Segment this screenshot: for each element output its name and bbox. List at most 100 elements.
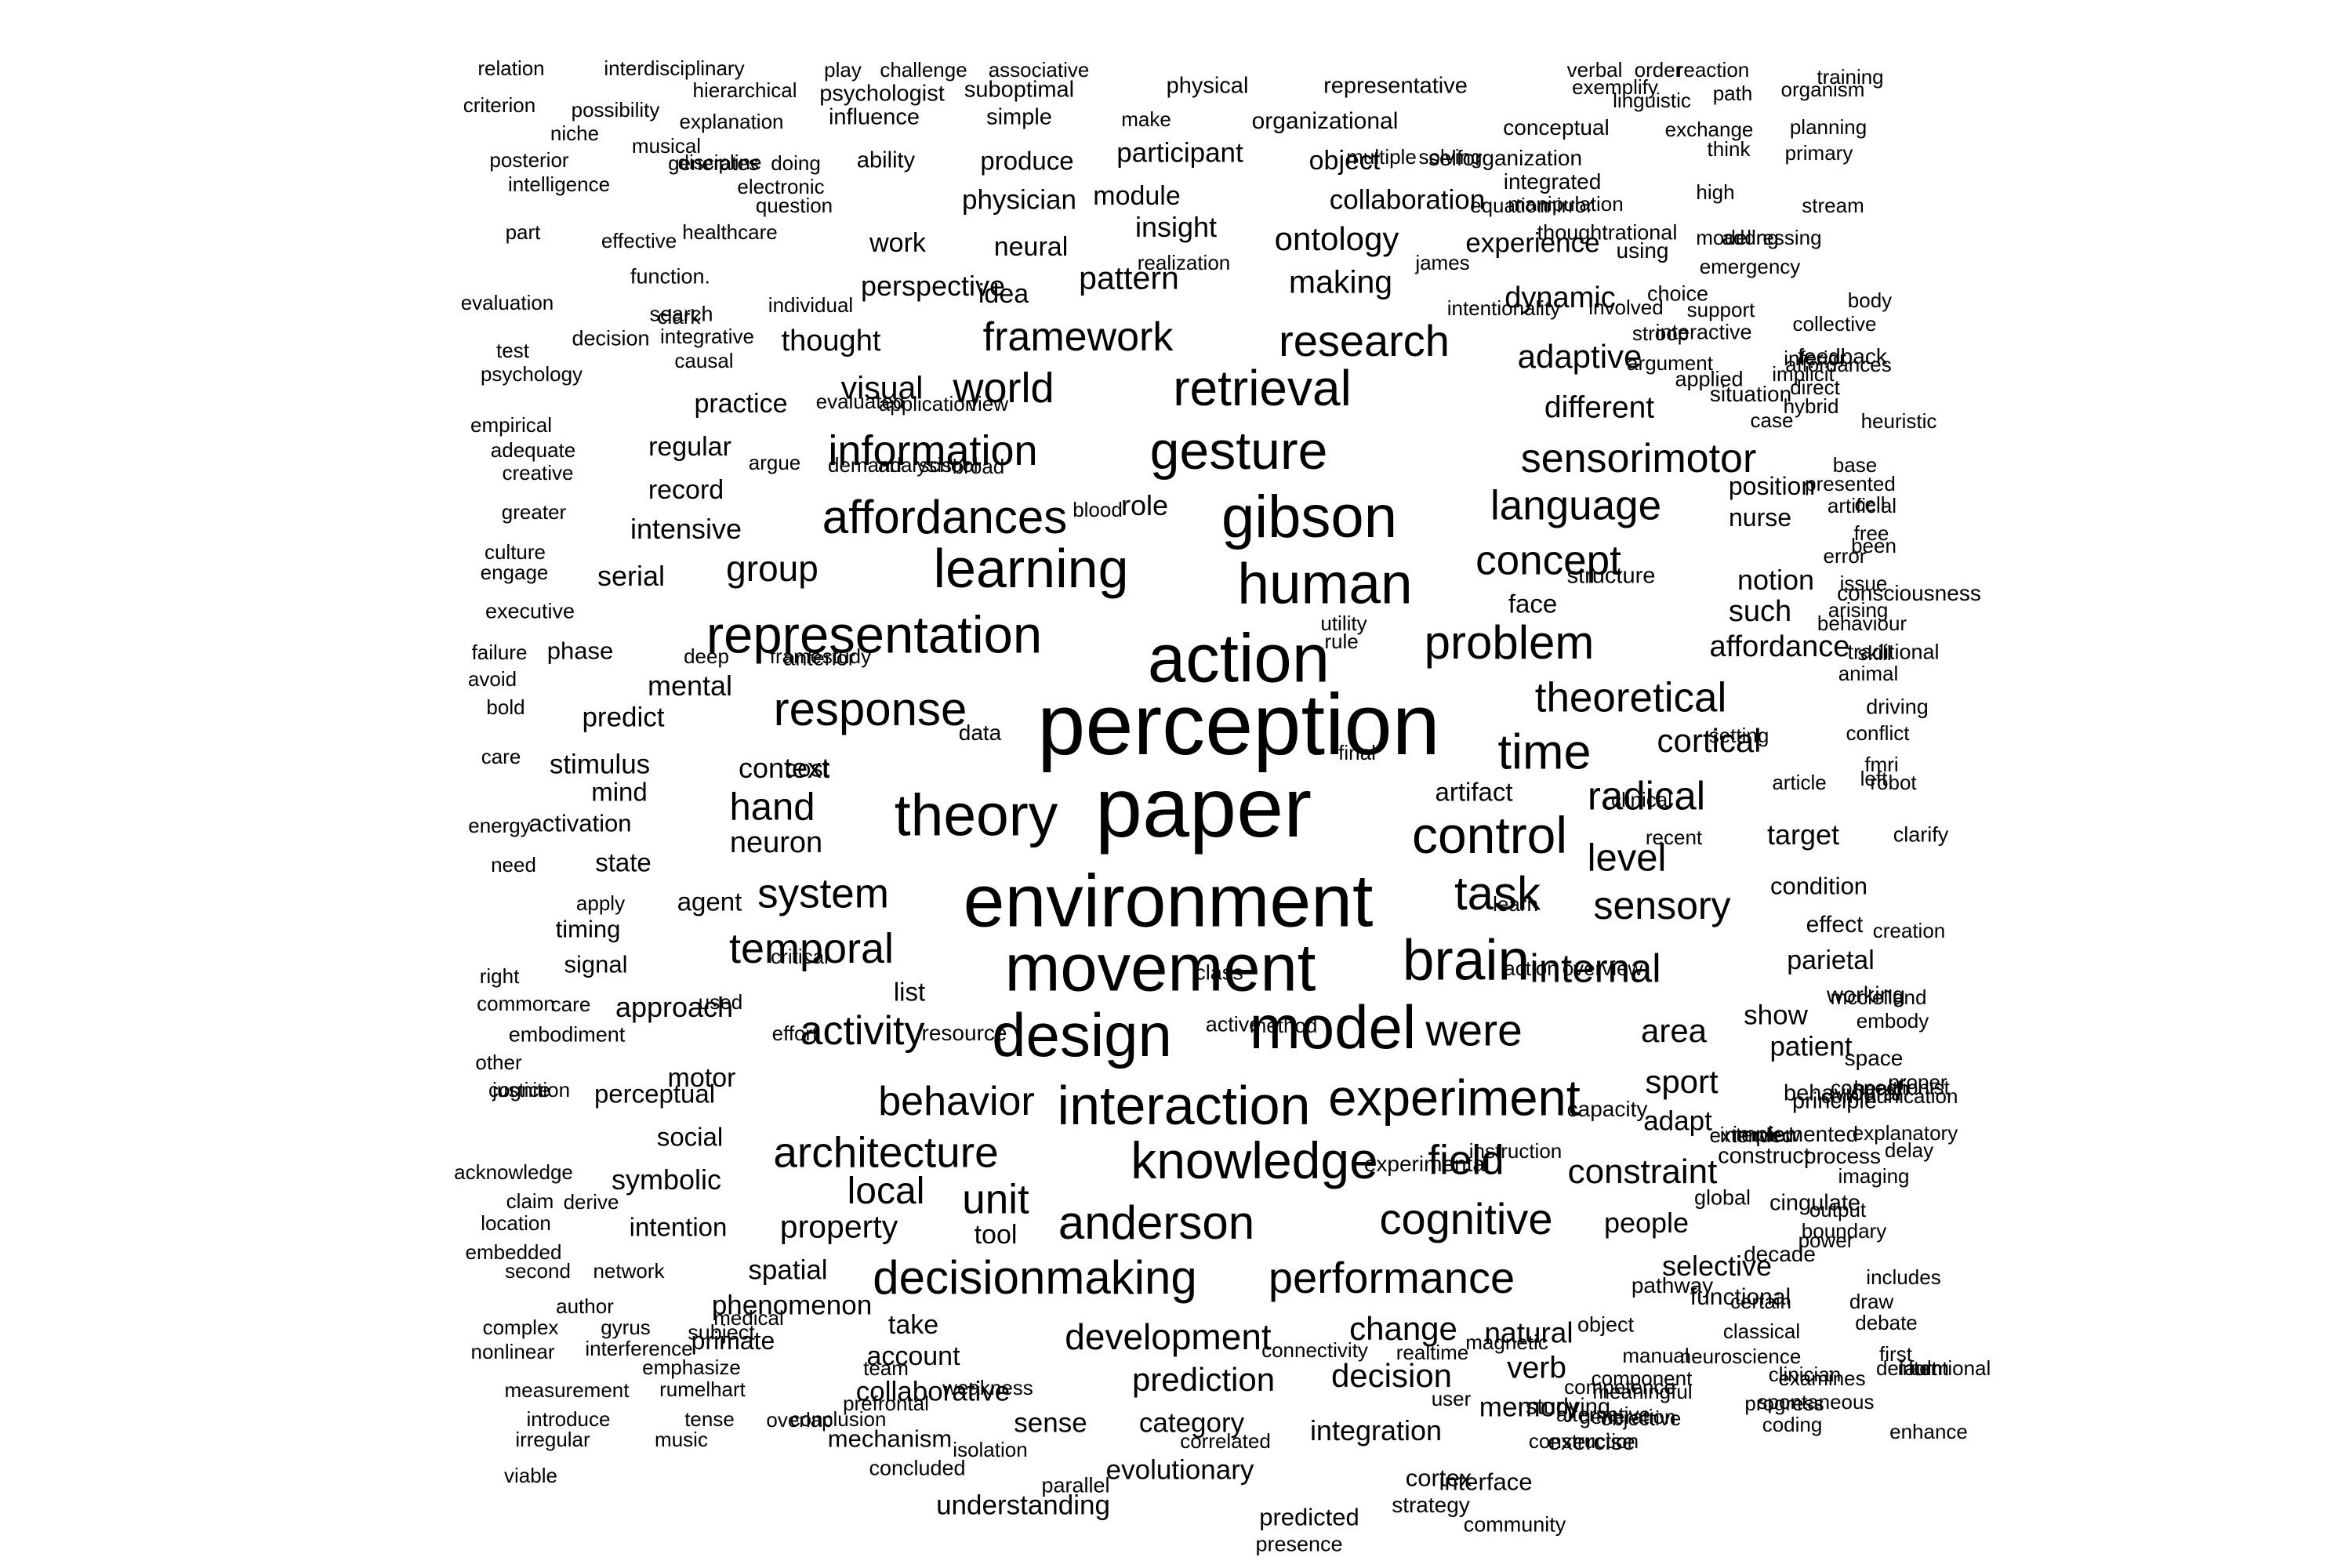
word-location: location — [481, 1211, 551, 1235]
word-experience: experience — [1465, 227, 1600, 259]
word-position: position — [1728, 472, 1816, 500]
word-theory: theory — [894, 782, 1058, 848]
word-cost: cost — [785, 754, 830, 782]
word-pathway: pathway — [1631, 1273, 1714, 1298]
word-clarify: clarify — [1893, 822, 1949, 847]
word-multiple: multiple — [1346, 145, 1417, 169]
word-need: need — [491, 853, 536, 877]
word-paper: paper — [1094, 760, 1312, 855]
word-cingulate: cingulate — [1769, 1190, 1861, 1216]
word-implicit: implicit — [1772, 362, 1835, 386]
word-care: care — [550, 993, 591, 1016]
word-progress: progress — [1744, 1392, 1824, 1415]
word-collective: collective — [1792, 312, 1877, 336]
word-introduce: introduce — [526, 1407, 611, 1431]
word-argument: argument — [1627, 351, 1713, 375]
word-conflict: conflict — [1846, 721, 1910, 745]
word-mind: mind — [591, 777, 648, 807]
word-regular: regular — [648, 432, 731, 462]
word-network: network — [593, 1259, 665, 1283]
word-selforganization: selforganization — [1428, 146, 1583, 170]
word-embody: embody — [1856, 1009, 1929, 1033]
word-show: show — [1744, 1000, 1808, 1031]
word-radical: radical — [1587, 773, 1706, 818]
word-planning: planning — [1789, 115, 1867, 139]
word-posterior: posterior — [489, 148, 569, 172]
word-tool: tool — [974, 1220, 1018, 1250]
word-data: data — [958, 720, 1002, 745]
word-think: think — [1707, 137, 1751, 161]
word-change: change — [1349, 1310, 1457, 1347]
word-generates: generates — [668, 151, 759, 175]
word-active: active — [1205, 1012, 1261, 1036]
word-intentional: intentional — [1897, 1356, 1991, 1380]
word-first: first — [1879, 1342, 1912, 1366]
word-physical: physical — [1166, 73, 1249, 99]
word-primary: primary — [1784, 141, 1853, 165]
word-studying: studying — [1525, 1394, 1611, 1420]
word-application: application — [878, 392, 977, 416]
word-competence: competence — [1564, 1375, 1675, 1399]
word-setting: setting — [1708, 724, 1769, 747]
word-gyrus: gyrus — [601, 1316, 651, 1339]
word-involved: involved — [1588, 296, 1664, 319]
word-memory: memory — [1479, 1392, 1579, 1423]
word-behaviour: behaviour — [1817, 612, 1907, 635]
word-psychologist: psychologist — [819, 81, 945, 107]
word-language: language — [1490, 482, 1662, 529]
word-predicted: predicted — [1259, 1503, 1359, 1531]
word-overview: overview — [1562, 956, 1643, 980]
word-property: property — [779, 1208, 898, 1245]
word-part: part — [505, 220, 541, 244]
word-affordance: affordance — [1709, 630, 1850, 663]
word-timing: timing — [555, 915, 621, 943]
word-collaboration: collaboration — [1329, 184, 1486, 216]
word-local: local — [847, 1171, 925, 1212]
word-class: class — [1195, 960, 1243, 985]
word-choice: choice — [1646, 281, 1709, 306]
word-creation: creation — [1872, 919, 1946, 942]
word-community: community — [1463, 1512, 1566, 1537]
word-verb: verb — [1507, 1351, 1566, 1385]
word-been: been — [1851, 534, 1896, 557]
word-social: social — [656, 1122, 724, 1152]
word-niche: niche — [550, 122, 600, 145]
word-avoid: avoid — [467, 667, 517, 691]
word-exemplify: exemplify — [1572, 75, 1658, 99]
word-extended: extended — [1709, 1123, 1794, 1147]
word-constraint: constraint — [1567, 1152, 1718, 1191]
word-instruction: instruction — [1468, 1139, 1563, 1163]
word-development: development — [1065, 1316, 1272, 1357]
word-natural: natural — [1484, 1316, 1573, 1349]
word-apply: apply — [575, 891, 626, 915]
word-high: high — [1696, 180, 1735, 204]
word-argue: argue — [748, 451, 801, 474]
word-broad: broad — [952, 455, 1005, 478]
word-solving: solving — [1418, 145, 1483, 169]
word-visual: visual — [840, 369, 924, 406]
word-interdisciplinary: interdisciplinary — [604, 56, 745, 80]
word-intention: intention — [629, 1212, 728, 1242]
word-parallel: parallel — [1041, 1473, 1110, 1497]
word-artifact: artifact — [1435, 777, 1513, 807]
word-alternative: alternative — [1556, 1403, 1650, 1426]
word-phase: phase — [546, 637, 614, 665]
word-dynamic: dynamic — [1504, 281, 1616, 314]
word-rumelhart: rumelhart — [659, 1377, 746, 1401]
word-construction: construction — [1528, 1429, 1639, 1453]
word-issue: issue — [1839, 572, 1888, 595]
word-examines: examines — [1778, 1367, 1866, 1390]
word-predict: predict — [582, 702, 665, 733]
word-challenge: challenge — [880, 58, 967, 82]
word-intensive: intensive — [630, 513, 742, 545]
word-james: james — [1415, 251, 1470, 274]
word-interview: interview — [1719, 1123, 1801, 1146]
word-user: user — [1431, 1387, 1472, 1410]
word-gesture: gesture — [1149, 421, 1328, 481]
word-account: account — [866, 1341, 960, 1371]
word-capacity: capacity — [1566, 1097, 1648, 1121]
word-ability: ability — [856, 147, 916, 173]
word-meaningful: meaningful — [1592, 1380, 1693, 1403]
word-patient: patient — [1769, 1031, 1853, 1062]
